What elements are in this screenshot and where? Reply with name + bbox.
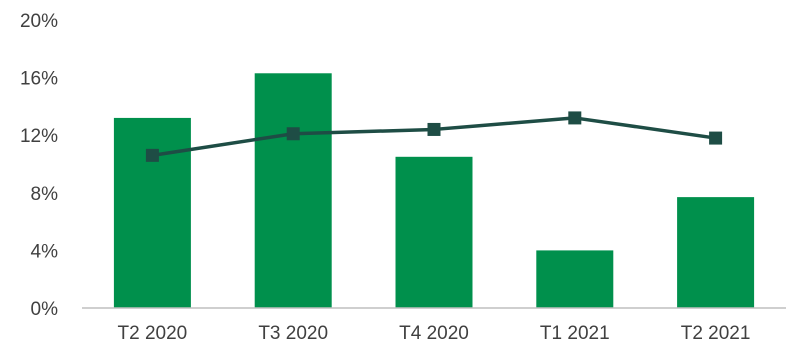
y-tick-label: 16% [20, 69, 58, 90]
x-tick-label: T2 2021 [681, 323, 751, 344]
line-point-marker [427, 122, 441, 136]
y-tick-label: 8% [31, 184, 59, 205]
x-tick-label: T3 2020 [258, 323, 328, 344]
bar [677, 197, 755, 308]
x-tick-label: T2 2020 [118, 323, 188, 344]
y-tick-label: 0% [31, 299, 59, 320]
bar [395, 156, 473, 308]
line-point-marker [145, 148, 159, 162]
x-axis-ticks: T2 2020 T3 2020 T4 2020 T1 2021 T2 2021 [118, 323, 751, 344]
line-point-marker [709, 131, 723, 145]
line-series [145, 111, 723, 162]
bar [536, 250, 614, 308]
y-tick-label: 4% [31, 241, 59, 262]
y-tick-label: 12% [20, 126, 58, 147]
x-tick-label: T1 2021 [540, 323, 610, 344]
line-point-marker [568, 111, 582, 125]
bar [113, 117, 191, 308]
bar-series [113, 73, 755, 308]
line-point-marker [286, 127, 300, 141]
y-tick-label: 20% [20, 11, 58, 32]
bar [254, 73, 332, 308]
y-axis-ticks: 0% 4% 8% 12% 16% 20% [20, 11, 58, 320]
x-tick-label: T4 2020 [399, 323, 469, 344]
